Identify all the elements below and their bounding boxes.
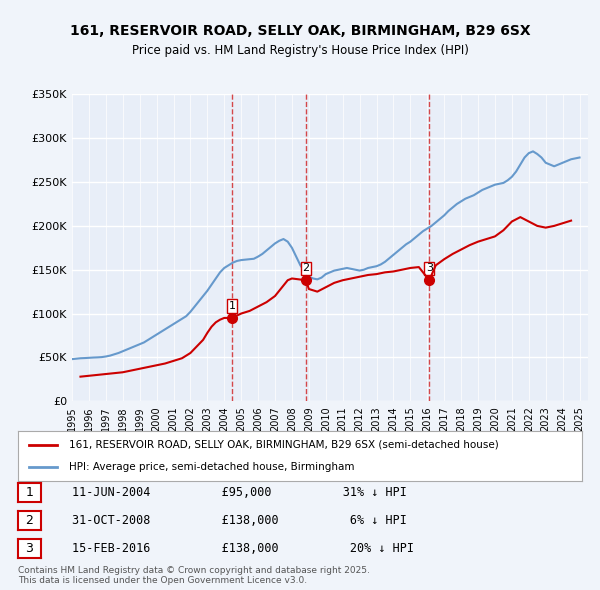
Text: 3: 3 — [25, 542, 34, 555]
Text: 2: 2 — [302, 263, 310, 273]
Text: 15-FEB-2016          £138,000          20% ↓ HPI: 15-FEB-2016 £138,000 20% ↓ HPI — [72, 542, 414, 555]
Text: Contains HM Land Registry data © Crown copyright and database right 2025.
This d: Contains HM Land Registry data © Crown c… — [18, 566, 370, 585]
Text: 161, RESERVOIR ROAD, SELLY OAK, BIRMINGHAM, B29 6SX (semi-detached house): 161, RESERVOIR ROAD, SELLY OAK, BIRMINGH… — [69, 440, 499, 450]
Text: 11-JUN-2004          £95,000          31% ↓ HPI: 11-JUN-2004 £95,000 31% ↓ HPI — [72, 486, 407, 499]
Text: HPI: Average price, semi-detached house, Birmingham: HPI: Average price, semi-detached house,… — [69, 462, 354, 472]
Text: 31-OCT-2008          £138,000          6% ↓ HPI: 31-OCT-2008 £138,000 6% ↓ HPI — [72, 514, 407, 527]
Text: 2: 2 — [25, 514, 34, 527]
Text: 3: 3 — [426, 263, 433, 273]
Text: 161, RESERVOIR ROAD, SELLY OAK, BIRMINGHAM, B29 6SX: 161, RESERVOIR ROAD, SELLY OAK, BIRMINGH… — [70, 24, 530, 38]
Text: Price paid vs. HM Land Registry's House Price Index (HPI): Price paid vs. HM Land Registry's House … — [131, 44, 469, 57]
Text: 1: 1 — [25, 486, 34, 499]
Text: 1: 1 — [229, 301, 235, 311]
